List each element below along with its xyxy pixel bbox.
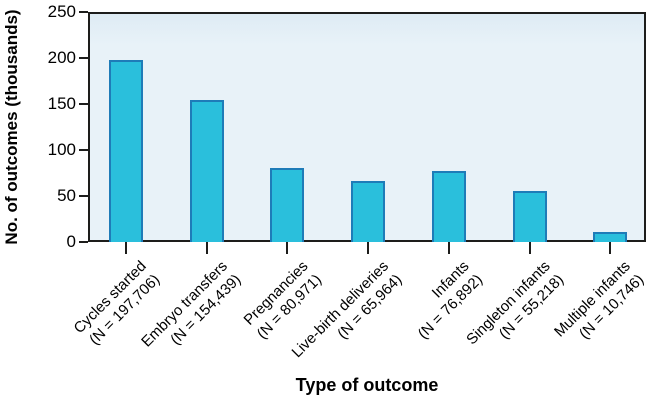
y-axis-tick [79,11,88,13]
y-axis-tick [79,149,88,151]
x-axis-tick [286,242,289,254]
bar-pregnancies [270,168,305,242]
y-axis-tick-label: 50 [57,186,76,205]
y-axis-tick [79,103,88,105]
x-axis-tick [447,242,450,254]
y-axis-tick [79,241,88,243]
bar-cycles-started [109,60,143,242]
y-axis-tick-label: 200 [47,48,76,67]
x-axis-tick [609,242,612,254]
y-axis-tick-label: 250 [47,2,76,21]
x-axis-tick [125,242,127,254]
bar-multiple-infants [593,232,628,242]
bar-embryo-transfers [189,100,224,242]
y-axis-tick [79,195,88,197]
x-axis-tick [367,242,370,254]
y-axis-tick-label: 150 [47,94,76,113]
bar-live-birth-deliveries [351,181,386,242]
x-axis-title: Type of outcome [295,375,439,395]
x-axis-tick [528,242,531,254]
bar-infants [431,171,466,242]
x-axis-tick [205,242,208,254]
y-axis-title: No. of outcomes (thousands) [2,9,21,245]
y-axis-tick-label: 0 [66,232,76,251]
y-axis-tick [79,57,88,59]
bar-singleton-infants [512,191,547,242]
y-axis-tick-label: 100 [47,140,76,159]
x-axis-category-label: Multiple infants (N = 10,746) [550,257,648,355]
x-axis-category-label: Singleton infants (N = 55,218) [462,257,567,362]
